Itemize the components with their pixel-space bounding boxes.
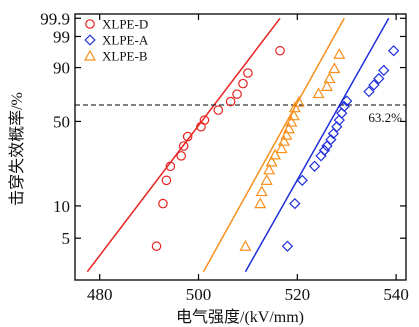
- legend-marker-xlpe-a: [84, 34, 96, 46]
- data-point-xlpe-b: [323, 72, 336, 84]
- data-point-xlpe-a: [308, 160, 321, 172]
- data-point-xlpe-b: [260, 174, 273, 185]
- data-point-xlpe-d: [238, 78, 248, 89]
- data-point-xlpe-b: [255, 185, 268, 197]
- x-tick-label: 500: [186, 285, 212, 304]
- data-point-xlpe-a: [378, 64, 390, 77]
- data-point-xlpe-b: [282, 122, 295, 134]
- data-point-xlpe-b: [292, 95, 305, 107]
- data-point-xlpe-a: [368, 79, 380, 91]
- y-tick-label: 99.9: [40, 9, 70, 28]
- data-point-xlpe-b: [275, 142, 288, 154]
- data-point-xlpe-d: [225, 96, 236, 107]
- y-tick-label: 50: [53, 112, 70, 131]
- data-point-xlpe-a: [373, 72, 385, 85]
- data-point-xlpe-b: [265, 155, 278, 167]
- data-point-xlpe-d: [165, 161, 176, 172]
- x-tick-label: 520: [285, 285, 311, 304]
- data-point-xlpe-b: [312, 87, 325, 99]
- data-point-xlpe-a: [363, 85, 375, 98]
- data-point-xlpe-d: [275, 45, 285, 56]
- y-tick-label: 90: [53, 59, 70, 78]
- data-point-xlpe-b: [269, 148, 282, 160]
- x-axis-title: 电气强度/(kV/mm): [176, 308, 304, 326]
- data-point-xlpe-a: [318, 144, 331, 156]
- data-point-xlpe-b: [328, 62, 341, 74]
- data-point-xlpe-b: [285, 115, 298, 127]
- data-point-xlpe-a: [281, 240, 294, 252]
- data-point-xlpe-d: [176, 151, 187, 161]
- data-point-xlpe-b: [239, 239, 252, 251]
- data-point-xlpe-a: [388, 45, 400, 57]
- data-point-xlpe-b: [263, 163, 276, 175]
- y-tick-label: 99: [53, 27, 70, 46]
- legend-label-xlpe-a: XLPE-A: [102, 33, 149, 48]
- legend-label-xlpe-b: XLPE-B: [102, 49, 148, 64]
- data-point-xlpe-a: [331, 121, 343, 133]
- y-axis-title: 击穿失效概率/%: [8, 92, 26, 206]
- data-point-xlpe-b: [333, 47, 346, 59]
- reference-line-label: 63.2%: [368, 110, 402, 125]
- data-point-xlpe-b: [254, 197, 267, 209]
- fit-line-xlpe-a: [244, 17, 390, 273]
- data-point-xlpe-d: [232, 89, 242, 99]
- fit-line-xlpe-b: [202, 17, 345, 273]
- plot-frame: [74, 13, 407, 281]
- data-point-xlpe-d: [161, 175, 172, 186]
- data-point-xlpe-b: [320, 80, 333, 91]
- data-point-xlpe-a: [341, 95, 353, 107]
- data-point-xlpe-a: [289, 197, 301, 210]
- y-tick-label: 5: [62, 229, 71, 248]
- legend-marker-xlpe-b: [83, 49, 97, 61]
- y-tick-label: 10: [53, 197, 70, 216]
- data-point-xlpe-b: [280, 128, 293, 140]
- data-point-xlpe-d: [199, 115, 210, 125]
- data-point-xlpe-d: [213, 105, 224, 115]
- data-point-xlpe-b: [277, 134, 290, 146]
- data-point-xlpe-b: [287, 109, 300, 121]
- legend-label-xlpe-d: XLPE-D: [102, 17, 148, 32]
- legend-marker-xlpe-d: [85, 19, 95, 29]
- data-point-xlpe-d: [151, 241, 162, 252]
- data-point-xlpe-a: [296, 174, 308, 186]
- data-point-xlpe-d: [158, 198, 168, 209]
- data-point-xlpe-d: [243, 68, 253, 78]
- data-point-xlpe-a: [336, 107, 348, 119]
- fit-line-xlpe-d: [86, 17, 281, 273]
- data-point-xlpe-d: [178, 141, 189, 151]
- x-tick-label: 480: [87, 285, 113, 304]
- data-point-xlpe-a: [333, 114, 345, 126]
- x-tick-label: 540: [383, 285, 409, 304]
- data-point-xlpe-d: [182, 131, 193, 142]
- data-point-xlpe-b: [288, 101, 301, 113]
